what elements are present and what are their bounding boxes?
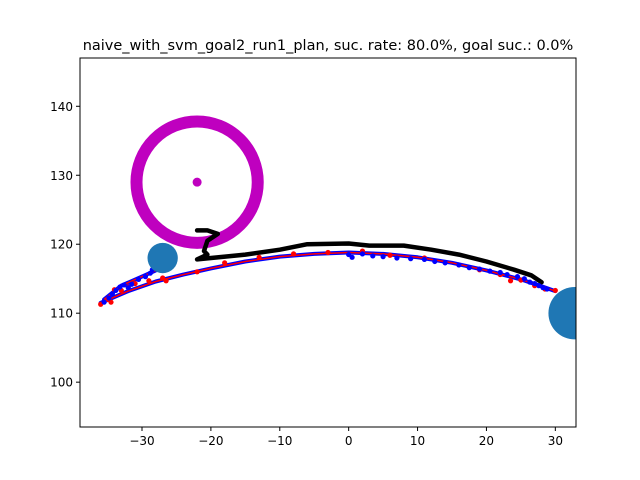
blue-point-29 <box>521 276 527 282</box>
red-point-14 <box>325 249 331 256</box>
blue-point-24 <box>476 266 483 272</box>
red-point-2 <box>108 299 114 305</box>
x-tick-label-6: 30 <box>548 434 563 448</box>
blue-point-5 <box>121 282 127 288</box>
blue-point-33 <box>540 285 546 291</box>
blue-point-14 <box>359 251 366 257</box>
arc-lower-line <box>100 251 556 304</box>
x-axis: −30 −20 −10 0 10 20 30 <box>129 427 563 448</box>
blue-point-15 <box>370 253 376 259</box>
blue-point-7 <box>135 276 142 282</box>
blue-point-2 <box>109 291 115 297</box>
blue-point-6 <box>129 281 135 287</box>
x-tick-label-1: −20 <box>198 434 223 448</box>
red-point-25 <box>552 287 558 294</box>
blue-point-17 <box>394 255 400 261</box>
blue-point-20 <box>432 258 438 265</box>
chart-title: naive_with_svm_goal2_run1_plan, suc. rat… <box>83 38 574 54</box>
blue-point-27 <box>504 271 510 278</box>
blue-point-4 <box>117 284 123 290</box>
x-tick-label-0: −30 <box>129 434 154 448</box>
blue-point-11 <box>125 285 131 291</box>
blue-point-30 <box>527 279 533 285</box>
y-tick-label-0: 100 <box>50 376 73 390</box>
blue-point-26 <box>497 269 503 276</box>
plan-path <box>194 228 544 285</box>
y-tick-label-1: 110 <box>50 307 73 321</box>
x-tick-label-4: 10 <box>410 434 425 448</box>
x-tick-label-3: 0 <box>345 434 353 448</box>
y-axis: 100 110 120 130 140 <box>50 100 80 390</box>
plot-area <box>98 115 576 340</box>
red-point-16 <box>387 252 393 258</box>
blue-point-1 <box>106 295 112 301</box>
blue-point-0 <box>101 299 107 305</box>
red-point-12 <box>256 254 262 260</box>
y-tick-label-4: 140 <box>50 100 73 114</box>
red-point-13 <box>290 251 297 257</box>
x-tick-label-2: −10 <box>267 434 292 448</box>
red-point-11 <box>222 260 228 266</box>
blue-point-21 <box>442 260 448 266</box>
blue-point-16 <box>380 254 386 260</box>
blue-point-23 <box>466 265 472 271</box>
red-point-21 <box>507 278 514 284</box>
blue-point-13 <box>349 254 355 260</box>
blue-point-19 <box>421 256 428 262</box>
red-point-7 <box>146 278 152 284</box>
blue-point-3 <box>113 287 119 294</box>
blue-point-22 <box>456 262 462 268</box>
obstacle-0 <box>147 242 178 274</box>
y-tick-label-2: 120 <box>50 238 73 252</box>
blue-point-28 <box>514 274 521 280</box>
y-tick-label-3: 130 <box>50 169 73 183</box>
blue-point-32 <box>536 283 542 289</box>
x-tick-label-5: 20 <box>479 434 494 448</box>
goal-ring <box>130 115 264 249</box>
obstacle-1 <box>548 286 576 340</box>
goal-point <box>192 177 202 187</box>
blue-point-34 <box>544 286 550 292</box>
blue-point-8 <box>142 274 149 280</box>
red-point-9 <box>163 278 169 284</box>
axes-frame <box>79 57 577 428</box>
blue-point-25 <box>487 268 493 274</box>
blue-point-18 <box>408 256 414 262</box>
blue-point-31 <box>532 280 538 287</box>
red-point-10 <box>194 269 200 275</box>
